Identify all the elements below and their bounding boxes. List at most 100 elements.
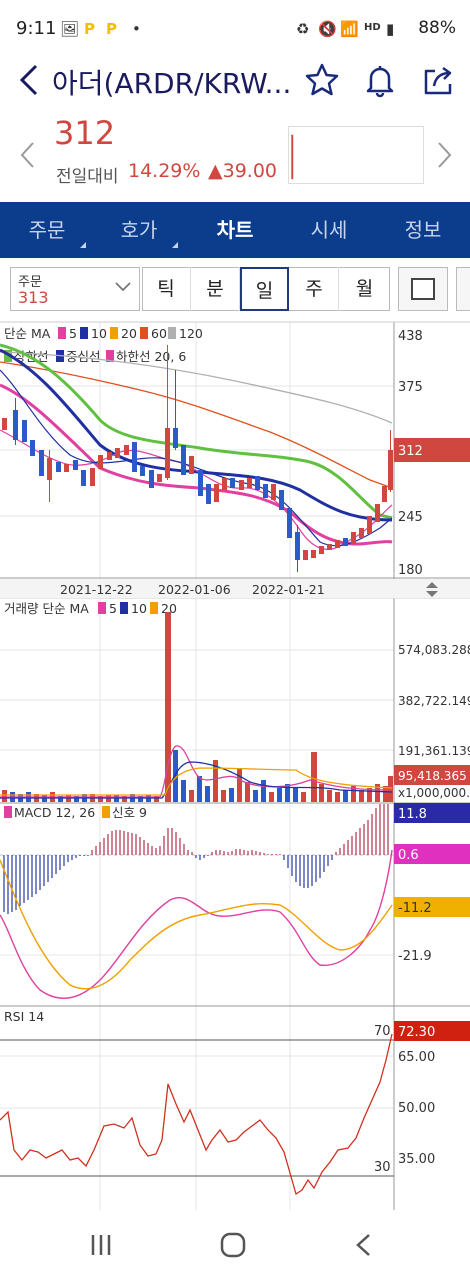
price-tick: 245: [398, 510, 423, 525]
grid: [0, 322, 394, 1210]
order-select-label: 주문: [18, 275, 42, 290]
status-bar: [0, 0, 470, 58]
candle: [303, 550, 308, 560]
recent-apps-icon[interactable]: [88, 1232, 114, 1258]
order-select-value: 313: [18, 288, 49, 307]
candle: [359, 528, 364, 538]
candle: [189, 456, 194, 474]
vol-ma10-swatch: [120, 602, 128, 614]
signal-icon: ▮: [386, 20, 395, 38]
candle: [287, 508, 292, 538]
tab-market[interactable]: 시세: [288, 202, 370, 258]
tab-orderbook[interactable]: 호가: [98, 202, 180, 258]
rsi-tick: 50.00: [398, 1101, 435, 1116]
ma120-swatch: [168, 327, 176, 339]
band-low-label: 하한선 20, 6: [116, 349, 186, 364]
candle: [140, 466, 145, 476]
date-tick: 2022-01-06: [158, 582, 231, 597]
last-price-badge-text: 312: [398, 444, 423, 459]
tab-market-label: 시세: [310, 218, 348, 242]
candle: [73, 460, 78, 470]
rsi-panel: RSI 14 70 30 72.30 65.00 50.00 35.00: [0, 1009, 470, 1196]
submenu-indicator-icon: [172, 242, 178, 248]
change-percent: 14.29%: [128, 160, 201, 182]
bell-icon[interactable]: [362, 62, 398, 98]
macd-badge: [394, 803, 470, 823]
candle: [98, 455, 103, 469]
period-minute[interactable]: 분: [191, 267, 240, 311]
recycle-icon: ♻: [296, 20, 310, 38]
period-tick[interactable]: 틱: [142, 267, 191, 311]
macd-badge-text: 11.8: [398, 807, 427, 822]
next-coin-icon[interactable]: [434, 140, 454, 170]
ma60-line: [0, 361, 393, 489]
rsi-30-label: 30: [374, 1160, 391, 1175]
period-month[interactable]: 월: [355, 278, 374, 300]
candle: [107, 452, 112, 460]
macd-histogram: [3, 804, 389, 914]
signal-label: 신호 9: [112, 805, 147, 820]
candle: [157, 474, 162, 482]
macd-hist-badge-text: 0.6: [398, 848, 419, 863]
candle: [382, 486, 387, 502]
macd-tick: -21.9: [398, 949, 432, 964]
tab-order[interactable]: 주문: [6, 202, 88, 258]
candle: [327, 544, 332, 550]
signal-swatch: [102, 806, 110, 818]
candle: [30, 440, 35, 456]
more-options-button[interactable]: [456, 267, 470, 311]
ma10-line: [0, 369, 393, 547]
tab-chart[interactable]: 차트: [194, 202, 276, 258]
app-notification-icon-2: P: [106, 20, 117, 38]
previous-coin-icon[interactable]: [18, 140, 38, 170]
candle: [335, 540, 340, 548]
star-icon[interactable]: [304, 62, 340, 98]
gallery-icon: 🖼: [60, 20, 80, 38]
share-icon[interactable]: [421, 62, 457, 98]
ma10-label: 10: [91, 326, 107, 341]
vol-ma5-swatch: [98, 602, 106, 614]
candle: [149, 470, 154, 488]
candle: [56, 462, 61, 472]
candle: [2, 418, 7, 430]
period-day[interactable]: 일: [240, 267, 289, 311]
change-label: 전일대비: [56, 167, 119, 187]
current-price: 312: [54, 114, 116, 152]
chart-panel[interactable]: 단순 MA 5 10 20 60 120 상한선 중심선 하한선 20, 6: [0, 320, 470, 1210]
order-select[interactable]: [10, 267, 140, 311]
rsi-tick: 35.00: [398, 1152, 435, 1167]
volume-panel: 거래량 단순 MA 5 10 20: [0, 601, 470, 802]
more-notifications-icon: •: [132, 20, 141, 38]
macd-swatch: [4, 806, 12, 818]
tab-info[interactable]: 정보: [380, 202, 466, 258]
rsi-label: RSI 14: [4, 1009, 44, 1024]
volume-legend-label: 거래량 단순 MA: [4, 601, 89, 616]
volume-bars: [2, 612, 393, 802]
volume-tick: 382,722.149: [398, 694, 470, 708]
page-title: 아더(ARDR/KRW...: [52, 67, 292, 100]
battery-level: 88%: [418, 18, 456, 38]
macd-line: [0, 849, 393, 999]
system-back-icon[interactable]: [352, 1232, 376, 1258]
vol-ma5-label: 5: [109, 601, 117, 616]
ma120-line: [0, 351, 393, 424]
candle: [64, 464, 69, 472]
ma20-swatch: [110, 327, 118, 339]
last-price-badge: [394, 438, 470, 462]
candle: [222, 478, 227, 490]
vol-ma10-line: [0, 761, 393, 799]
period-week[interactable]: 주: [290, 267, 339, 311]
candle: [319, 546, 324, 554]
tab-info-label: 정보: [404, 218, 442, 242]
candle: [263, 484, 268, 498]
home-icon[interactable]: [218, 1230, 248, 1260]
candle: [39, 450, 44, 476]
ma60-label: 60: [151, 326, 167, 341]
back-arrow-icon[interactable]: [14, 62, 44, 98]
date-axis-band: [0, 579, 470, 598]
signal-line: [0, 859, 393, 990]
candle: [115, 448, 120, 458]
price-tick: 375: [398, 380, 423, 395]
band-upper-line: [0, 343, 393, 520]
candle: [343, 538, 348, 546]
